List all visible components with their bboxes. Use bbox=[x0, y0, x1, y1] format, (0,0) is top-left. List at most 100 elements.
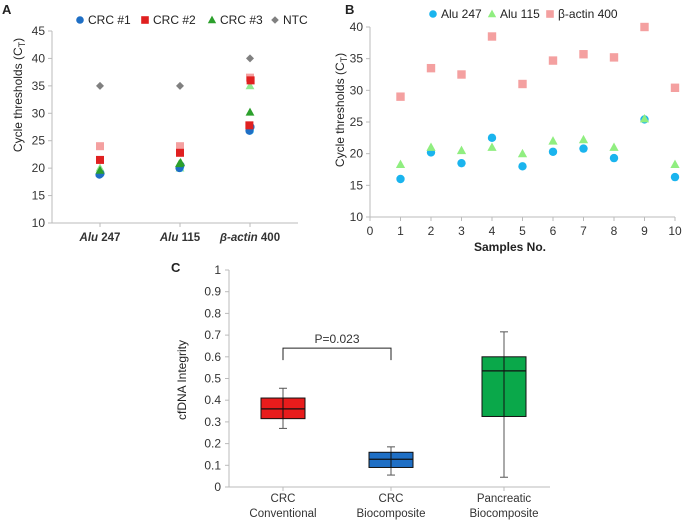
panel-a-y-tick-label: 15 bbox=[32, 189, 46, 203]
panel-a-legend-label: NTC bbox=[283, 13, 308, 27]
panel-a-point bbox=[96, 155, 104, 164]
panel-b-legend: Alu 247 Alu 115 β-actin 400 bbox=[429, 7, 618, 21]
panel-a-point bbox=[96, 142, 104, 151]
panel-c-y-tick-label: 0.1 bbox=[204, 458, 221, 472]
panel-c-x-tick-label: Biocomposite bbox=[356, 508, 425, 520]
panel-c-marks: P=0.023 bbox=[260, 331, 527, 478]
panel-a-legend-marker bbox=[76, 16, 84, 24]
panel-a-legend-label: CRC #2 bbox=[153, 13, 196, 27]
panel-a-x-tick-label: β-actin 400 bbox=[219, 232, 280, 244]
panel-b-label: B bbox=[345, 2, 354, 17]
panel-b-legend-marker bbox=[546, 10, 554, 18]
panel-b-point bbox=[457, 70, 466, 79]
panel-a-y-tick-label: 30 bbox=[32, 106, 46, 120]
panel-a-y-axis-title: Cycle thresholds (CT) bbox=[11, 38, 27, 152]
panel-b-point bbox=[518, 162, 527, 171]
panel-b-x-tick-label: 5 bbox=[519, 224, 526, 238]
panel-b-legend-marker bbox=[487, 9, 497, 18]
panel-b-y-tick-label: 40 bbox=[350, 20, 364, 34]
panel-b-y-tick-label: 25 bbox=[350, 115, 364, 129]
panel-b-point bbox=[639, 114, 650, 123]
panel-b-point bbox=[578, 134, 589, 144]
panel-a-point bbox=[96, 81, 104, 90]
panel-c-y-tick-label: 1 bbox=[214, 263, 221, 277]
panel-c-p-value: P=0.023 bbox=[314, 332, 359, 346]
panel-b-point bbox=[487, 133, 497, 143]
panel-b-y-axis-title: Cycle thresholds (CT) bbox=[333, 53, 349, 167]
panel-b-x-axis-title: Samples No. bbox=[474, 240, 546, 254]
panel-b-point bbox=[609, 153, 619, 163]
panel-a-point bbox=[176, 148, 184, 157]
panel-b-y-tick-label: 20 bbox=[350, 147, 364, 161]
panel-a: A CRC #1 CRC #2 CRC #3 NTC Cycle thresholds… bbox=[2, 2, 308, 244]
panel-a-legend-marker bbox=[271, 16, 279, 24]
panel-a-marks bbox=[95, 54, 255, 179]
panel-b-marks bbox=[395, 22, 680, 184]
panel-c-x-tick-label: Pancreatic bbox=[477, 493, 532, 505]
panel-b-point bbox=[456, 145, 467, 155]
panel-a-x-tick-label: Alu 247 bbox=[79, 232, 121, 244]
panel-b-point bbox=[670, 83, 680, 92]
panel-a-legend: CRC #1 CRC #2 CRC #3 NTC bbox=[76, 13, 308, 27]
panel-b-point bbox=[487, 142, 497, 151]
panel-a-point bbox=[246, 54, 254, 63]
panel-b-x-tick-label: 3 bbox=[458, 224, 465, 238]
panel-b-point bbox=[670, 159, 680, 169]
panel-b-point bbox=[396, 92, 405, 101]
panel-b-legend-label: β-actin 400 bbox=[558, 7, 618, 21]
panel-b-x-tick-label: 0 bbox=[367, 224, 374, 238]
panel-b-point bbox=[487, 32, 497, 41]
panel-b-x-tick-label: 4 bbox=[489, 224, 496, 238]
panel-b-point bbox=[396, 174, 405, 184]
panel-b-legend-marker bbox=[429, 10, 437, 18]
panel-a-point bbox=[246, 76, 255, 85]
panel-b-point bbox=[457, 158, 466, 168]
panel-b-point bbox=[579, 144, 588, 153]
panel-b: B Alu 247 Alu 115 β-actin 400 Cycle thresh… bbox=[333, 2, 682, 254]
panel-c-y-tick-label: 0.6 bbox=[204, 350, 221, 364]
panel-c-y-tick-label: 0 bbox=[214, 480, 221, 494]
panel-a-label: A bbox=[2, 2, 12, 17]
panel-c-axes: 0 0.1 0.2 0.3 0.4 0.5 0.6 0.7 0.8 0.9 1 CRC Conventi… bbox=[204, 263, 550, 520]
panel-b-point bbox=[609, 142, 619, 151]
panel-a-y-tick-label: 25 bbox=[32, 134, 46, 148]
panel-c-label: C bbox=[171, 260, 181, 275]
panel-a-legend-marker bbox=[207, 15, 217, 24]
panel-c-y-tick-label: 0.4 bbox=[204, 393, 221, 407]
panel-a-axes: 10 15 20 25 30 35 40 45 Alu 247 Alu 115 β-actin 40… bbox=[32, 24, 298, 244]
panel-b-point bbox=[548, 56, 558, 65]
panel-a-point bbox=[245, 81, 255, 90]
panel-c-y-tick-label: 0.2 bbox=[204, 437, 221, 451]
panel-b-point bbox=[640, 22, 649, 32]
panel-b-point bbox=[670, 172, 680, 182]
panel-a-legend-label: CRC #3 bbox=[220, 13, 263, 27]
panel-b-point bbox=[426, 142, 436, 151]
panel-b-legend-label: Alu 247 bbox=[441, 7, 482, 21]
panel-c-y-tick-label: 0.9 bbox=[204, 285, 221, 299]
panel-b-point bbox=[517, 148, 528, 158]
panel-c-y-tick-label: 0.8 bbox=[204, 306, 221, 320]
panel-b-x-tick-label: 6 bbox=[550, 224, 557, 238]
panel-c-x-tick-label: CRC bbox=[379, 493, 404, 505]
panel-c-x-tick-label: Biocomposite bbox=[469, 508, 538, 520]
panel-a-y-tick-label: 35 bbox=[32, 79, 46, 93]
panel-b-legend-label: Alu 115 bbox=[500, 7, 540, 21]
panel-a-point bbox=[176, 81, 184, 90]
panel-b-x-tick-label: 8 bbox=[611, 224, 618, 238]
panel-b-y-tick-label: 35 bbox=[350, 52, 364, 66]
panel-a-point bbox=[245, 107, 255, 116]
panel-c-y-tick-label: 0.7 bbox=[204, 328, 221, 342]
panel-b-x-tick-label: 10 bbox=[668, 224, 682, 238]
panel-c-x-tick-label: CRC bbox=[271, 493, 296, 505]
panel-a-y-tick-label: 20 bbox=[32, 161, 46, 175]
panel-b-point bbox=[395, 159, 406, 169]
panel-a-x-tick-label: Alu 115 bbox=[159, 232, 201, 244]
panel-a-y-tick-label: 45 bbox=[32, 24, 46, 38]
panel-a-y-tick-label: 10 bbox=[32, 216, 46, 230]
panel-a-point bbox=[176, 142, 184, 151]
panel-b-y-tick-label: 10 bbox=[350, 210, 364, 224]
panel-b-x-tick-label: 9 bbox=[641, 224, 648, 238]
panel-c-x-tick-label: Conventional bbox=[249, 508, 316, 520]
panel-c-y-tick-label: 0.5 bbox=[204, 372, 221, 386]
